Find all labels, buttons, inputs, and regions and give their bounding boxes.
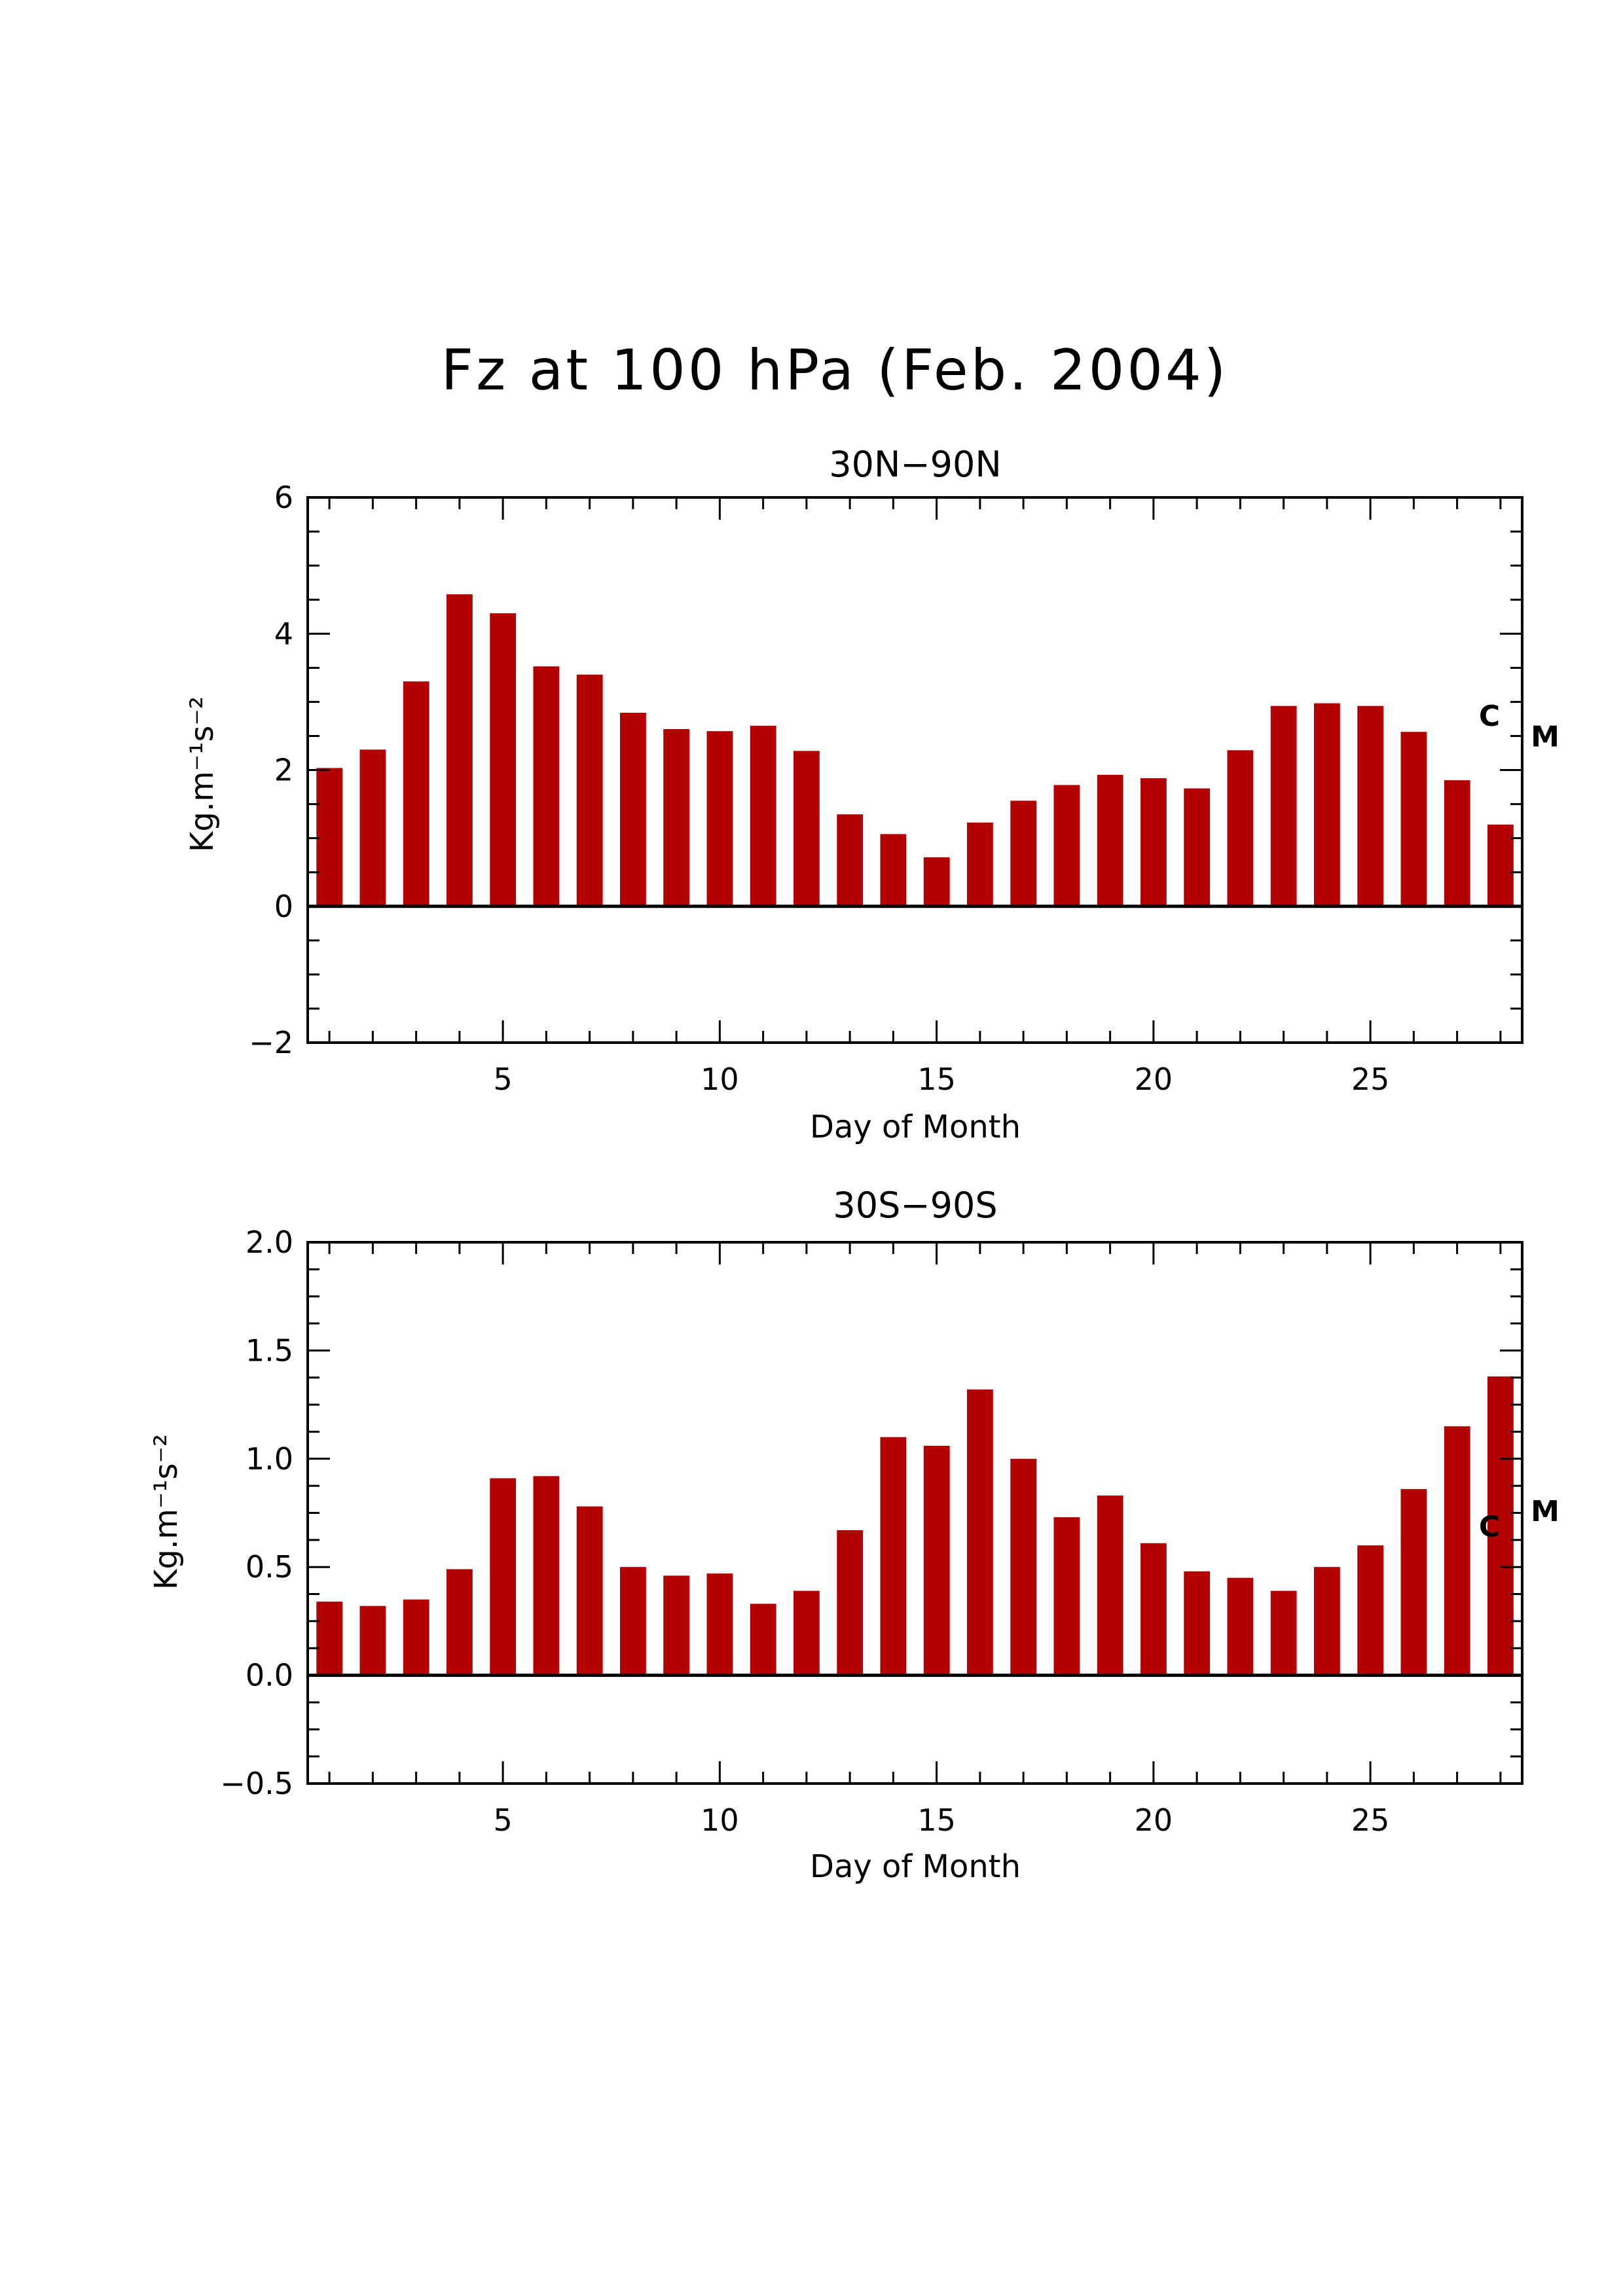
marker-m-southern: M <box>1531 1495 1559 1528</box>
bar-northern-day-2 <box>359 749 386 906</box>
bar-southern-day-15 <box>923 1446 950 1676</box>
bar-southern-day-12 <box>793 1590 820 1676</box>
y-tick-label-southern: 1.5 <box>246 1333 293 1368</box>
bar-northern-day-28 <box>1487 824 1514 906</box>
bar-southern-day-1 <box>316 1602 343 1676</box>
x-tick-label-southern: 20 <box>1135 1803 1173 1838</box>
bar-southern-day-13 <box>837 1530 864 1676</box>
bar-southern-day-24 <box>1314 1567 1340 1676</box>
y-tick-label-northern: −2 <box>249 1025 293 1060</box>
plot-frame-southern <box>306 1241 1523 1785</box>
y-tick-label-northern: 0 <box>274 889 293 924</box>
bar-southern-day-21 <box>1184 1571 1211 1676</box>
figure-title: Fz at 100 hPa (Feb. 2004) <box>441 338 1229 403</box>
x-tick-label-northern: 15 <box>917 1062 956 1097</box>
x-tick-label-southern: 25 <box>1351 1803 1390 1838</box>
bar-northern-day-21 <box>1184 788 1211 906</box>
bar-southern-day-2 <box>359 1605 386 1676</box>
bar-northern-day-1 <box>316 768 343 906</box>
y-tick-label-southern: 1.0 <box>246 1441 293 1477</box>
panel-title-northern: 30N−90N <box>829 444 1001 485</box>
bar-southern-day-23 <box>1270 1590 1297 1676</box>
bar-southern-day-4 <box>447 1569 473 1676</box>
bar-northern-day-7 <box>576 674 603 906</box>
bar-northern-day-8 <box>620 713 646 906</box>
bar-southern-day-25 <box>1357 1545 1384 1676</box>
bar-southern-day-3 <box>403 1599 429 1676</box>
bar-northern-day-27 <box>1444 780 1470 906</box>
bar-northern-day-9 <box>663 729 689 906</box>
marker-m-northern: M <box>1531 720 1559 753</box>
bar-northern-day-5 <box>490 613 517 906</box>
bar-southern-day-28 <box>1487 1376 1514 1676</box>
bar-northern-day-15 <box>923 857 950 906</box>
bar-southern-day-11 <box>750 1604 776 1676</box>
x-tick-label-southern: 5 <box>493 1803 512 1838</box>
bar-northern-day-19 <box>1097 774 1123 906</box>
bar-northern-day-18 <box>1053 785 1080 906</box>
bar-northern-day-17 <box>1010 800 1037 906</box>
x-tick-label-northern: 20 <box>1135 1062 1173 1097</box>
bar-southern-day-14 <box>880 1437 907 1676</box>
x-tick-label-northern: 10 <box>701 1062 739 1097</box>
bar-northern-day-12 <box>793 751 820 906</box>
bar-southern-day-6 <box>533 1476 560 1676</box>
bar-northern-day-3 <box>403 681 429 906</box>
bar-northern-day-24 <box>1314 703 1340 906</box>
bar-southern-day-16 <box>967 1389 993 1676</box>
bar-northern-day-13 <box>837 814 864 906</box>
x-tick-label-northern: 5 <box>493 1062 512 1097</box>
bar-southern-day-8 <box>620 1567 646 1676</box>
panel-southern: 30S−90S Day of Month Kg.m⁻¹s⁻² 5 10 15 20 25… <box>148 1185 1559 1885</box>
bar-southern-day-20 <box>1140 1543 1167 1676</box>
bar-northern-day-20 <box>1140 778 1167 906</box>
bar-southern-day-9 <box>663 1575 689 1676</box>
bar-southern-day-19 <box>1097 1496 1123 1676</box>
x-tick-label-northern: 25 <box>1351 1062 1390 1097</box>
bar-northern-day-25 <box>1357 706 1384 906</box>
marker-c-southern: C <box>1479 1510 1500 1543</box>
bar-southern-day-10 <box>706 1573 733 1676</box>
bar-northern-day-22 <box>1227 750 1254 906</box>
y-tick-label-southern: 0.0 <box>246 1658 293 1693</box>
panel-northern: 30N−90N Day of Month Kg.m⁻¹s⁻² 5 10 15 20 25… <box>184 444 1559 1145</box>
y-axis-label-southern: Kg.m⁻¹s⁻² <box>148 1434 185 1590</box>
bar-northern-day-6 <box>533 666 560 906</box>
bar-northern-day-10 <box>706 731 733 906</box>
y-tick-label-northern: 2 <box>274 753 293 788</box>
x-tick-label-southern: 15 <box>917 1803 956 1838</box>
bar-northern-day-11 <box>750 725 776 906</box>
x-tick-label-southern: 10 <box>701 1803 739 1838</box>
y-tick-label-southern: −0.5 <box>220 1766 293 1801</box>
y-tick-label-southern: 0.5 <box>246 1549 293 1585</box>
bar-northern-day-23 <box>1270 706 1297 906</box>
bar-southern-day-17 <box>1010 1458 1037 1676</box>
y-tick-label-northern: 6 <box>274 480 293 515</box>
bar-northern-day-26 <box>1400 732 1427 906</box>
marker-c-northern: C <box>1479 700 1500 733</box>
bar-southern-day-18 <box>1053 1517 1080 1676</box>
bar-northern-day-4 <box>447 594 473 906</box>
y-tick-label-southern: 2.0 <box>246 1225 293 1260</box>
y-axis-label-northern: Kg.m⁻¹s⁻² <box>184 696 221 852</box>
bar-northern-day-16 <box>967 822 993 906</box>
bar-southern-day-26 <box>1400 1489 1427 1676</box>
bar-northern-day-14 <box>880 834 907 906</box>
bar-southern-day-7 <box>576 1506 603 1676</box>
y-tick-label-northern: 4 <box>274 616 293 651</box>
bar-southern-day-27 <box>1444 1426 1470 1676</box>
bar-southern-day-5 <box>490 1478 517 1676</box>
x-axis-label-southern: Day of Month <box>810 1848 1021 1885</box>
bar-southern-day-22 <box>1227 1577 1254 1676</box>
panel-title-southern: 30S−90S <box>833 1185 997 1226</box>
x-axis-label-northern: Day of Month <box>810 1109 1021 1145</box>
